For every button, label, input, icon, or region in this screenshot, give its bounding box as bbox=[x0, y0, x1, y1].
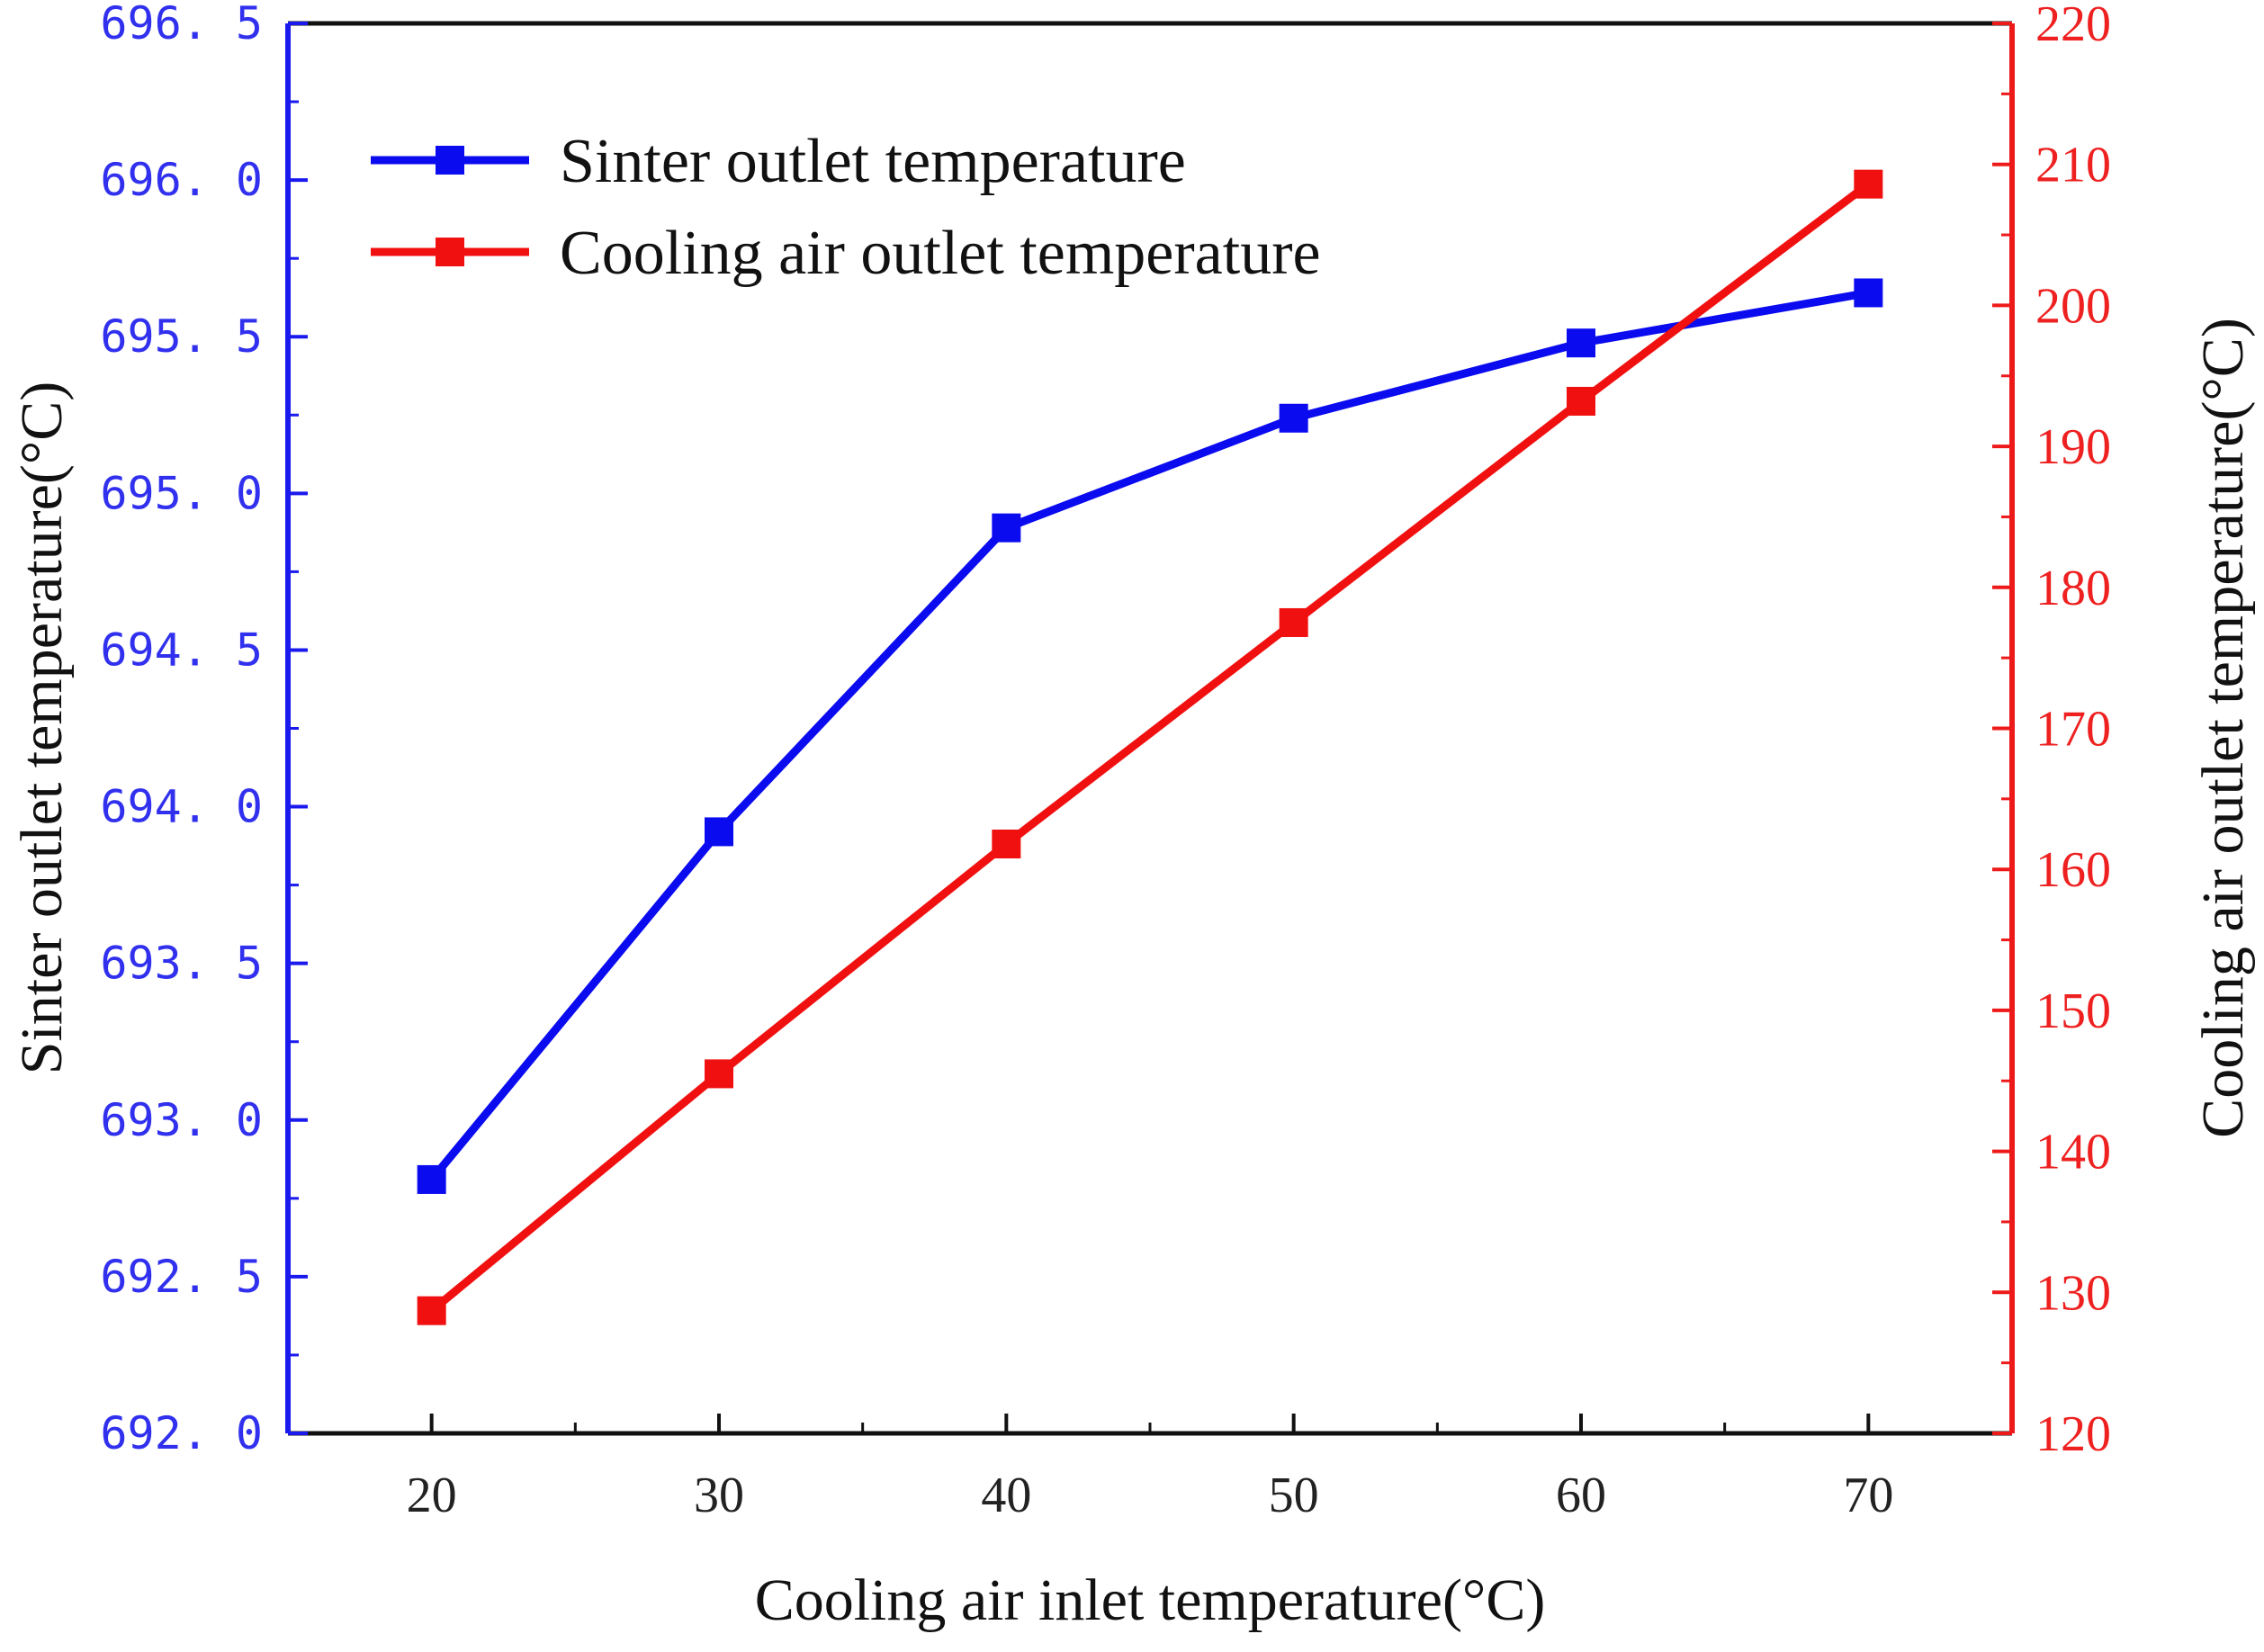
data-point-sinter bbox=[1567, 328, 1595, 358]
data-point-cooling-air bbox=[1567, 386, 1595, 416]
left-tick-label: 693. 0 bbox=[100, 1094, 263, 1146]
legend: Sinter outlet temperature Cooling air ou… bbox=[371, 127, 1321, 288]
left-tick-label: 696. 0 bbox=[100, 154, 263, 206]
right-tick-label: 130 bbox=[2035, 1265, 2111, 1321]
bottom-axis-ticks: 20 30 40 50 60 70 bbox=[407, 1414, 1893, 1523]
right-tick-label: 170 bbox=[2035, 702, 2111, 758]
data-point-cooling-air bbox=[1279, 607, 1308, 637]
series-line-cooling-air bbox=[428, 181, 1872, 1315]
bottom-tick-label: 50 bbox=[1269, 1468, 1319, 1523]
bottom-tick-label: 30 bbox=[694, 1468, 744, 1523]
right-tick-label: 140 bbox=[2035, 1125, 2111, 1181]
left-axis-title: Sinter outlet temperature(°C) bbox=[9, 382, 75, 1074]
right-tick-label: 160 bbox=[2035, 842, 2111, 898]
data-point-cooling-air bbox=[417, 1296, 446, 1325]
right-tick-label: 150 bbox=[2035, 983, 2111, 1039]
bottom-tick-label: 40 bbox=[981, 1468, 1031, 1523]
data-point-cooling-air bbox=[705, 1059, 733, 1089]
data-point-sinter bbox=[1854, 278, 1883, 308]
left-tick-label: 694. 5 bbox=[100, 624, 263, 676]
legend-label-cooling-air: Cooling air outlet temperature bbox=[560, 219, 1321, 288]
right-tick-label: 200 bbox=[2035, 278, 2111, 334]
left-tick-label: 692. 0 bbox=[100, 1407, 263, 1459]
bottom-tick-label: 60 bbox=[1556, 1468, 1606, 1523]
data-point-cooling-air bbox=[1854, 169, 1883, 199]
left-tick-label: 695. 0 bbox=[100, 467, 263, 519]
right-tick-label: 180 bbox=[2035, 561, 2111, 616]
legend-marker-cooling-air bbox=[436, 238, 464, 266]
data-point-sinter bbox=[417, 1164, 446, 1194]
legend-label-sinter: Sinter outlet temperature bbox=[560, 127, 1186, 196]
legend-marker-sinter bbox=[436, 146, 464, 175]
right-axis-title: Cooling air outlet temperature(°C) bbox=[2190, 318, 2256, 1138]
bottom-tick-label: 20 bbox=[407, 1468, 457, 1523]
left-axis-ticks: 692. 0 692. 5 693. 0 693. 5 694. 0 694. 5 695.… bbox=[100, 0, 308, 1459]
right-tick-label: 190 bbox=[2035, 419, 2111, 475]
left-tick-label: 696. 5 bbox=[100, 0, 263, 49]
data-point-cooling-air bbox=[992, 829, 1021, 858]
data-point-sinter bbox=[705, 817, 733, 847]
series-layer bbox=[417, 169, 1883, 1325]
left-tick-label: 692. 5 bbox=[100, 1251, 263, 1303]
left-tick-label: 693. 5 bbox=[100, 938, 263, 990]
data-point-sinter bbox=[992, 513, 1021, 543]
right-tick-label: 120 bbox=[2035, 1406, 2111, 1462]
right-tick-label: 210 bbox=[2035, 138, 2111, 193]
x-axis-title: Cooling air inlet temperature(°C) bbox=[755, 1567, 1546, 1633]
data-point-sinter bbox=[1279, 403, 1308, 433]
right-axis-ticks: 120 130 140 150 160 170 180 190 200 210 220 bbox=[1992, 0, 2111, 1462]
series-line-sinter bbox=[428, 289, 1870, 1182]
right-tick-label: 220 bbox=[2035, 0, 2111, 52]
left-tick-label: 695. 5 bbox=[100, 310, 263, 363]
bottom-tick-label: 70 bbox=[1843, 1468, 1893, 1523]
left-tick-label: 694. 0 bbox=[100, 781, 263, 833]
